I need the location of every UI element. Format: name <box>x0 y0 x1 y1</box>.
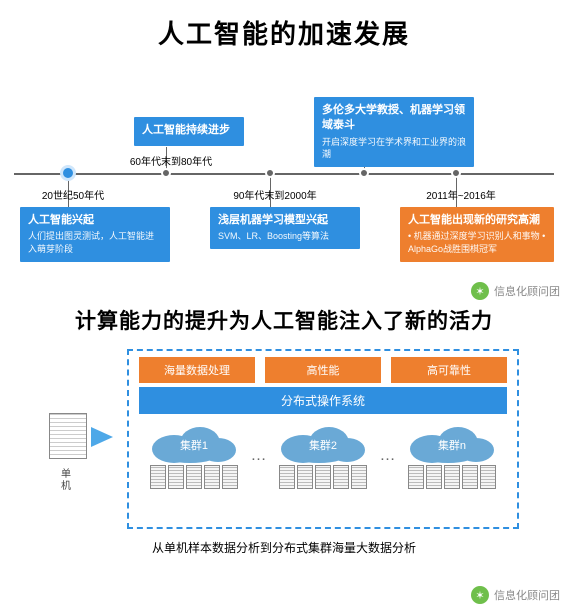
rack-icon <box>444 465 460 489</box>
single-machine-label: 单机 <box>61 469 75 493</box>
racks <box>397 465 507 489</box>
rack-icon <box>315 465 331 489</box>
ellipsis-icon: … <box>251 447 267 465</box>
feature-pill: 海量数据处理 <box>139 357 255 383</box>
arrow-icon <box>91 427 113 447</box>
box-body: SVM、LR、Boosting等算法 <box>218 230 352 243</box>
cluster-unit: 集群n <box>397 423 507 489</box>
rack-icon <box>351 465 367 489</box>
watermark-2: ✶ 信息化顾问团 <box>471 586 560 604</box>
timeline-dot <box>359 168 369 178</box>
racks <box>268 465 378 489</box>
ellipsis-icon: … <box>380 447 396 465</box>
timeline-box: 人工智能兴起人们提出图灵测试，人工智能进入萌芽阶段 <box>20 207 170 262</box>
rack-icon <box>204 465 220 489</box>
timeline-dot <box>161 168 171 178</box>
section1-title: 人工智能的加速发展 <box>0 0 568 61</box>
rack-icon <box>168 465 184 489</box>
cloud-icon: 集群n <box>397 423 507 463</box>
wechat-icon: ✶ <box>471 586 489 604</box>
cluster-label: 集群2 <box>268 437 378 453</box>
rack-icon <box>462 465 478 489</box>
timeline-box: 多伦多大学教授、机器学习领域泰斗开启深度学习在学术界和工业界的浪潮 <box>314 97 474 167</box>
feature-pills: 海量数据处理高性能高可靠性 <box>139 357 507 383</box>
box-title: 人工智能兴起 <box>28 213 162 228</box>
timeline-date: 60年代末到80年代 <box>126 153 216 168</box>
timeline-date: 20世纪50年代 <box>28 187 118 202</box>
box-title: 人工智能持续进步 <box>142 123 236 138</box>
timeline-box: 浅层机器学习模型兴起 SVM、LR、Boosting等算法 <box>210 207 360 249</box>
rack-icon <box>222 465 238 489</box>
rack-icon <box>150 465 166 489</box>
box-body: 开启深度学习在学术界和工业界的浪潮 <box>322 136 466 161</box>
cluster-label: 集群1 <box>139 437 249 453</box>
rack-icon <box>408 465 424 489</box>
rack-icon <box>333 465 349 489</box>
racks <box>139 465 249 489</box>
box-body: 人们提出图灵测试，人工智能进入萌芽阶段 <box>28 230 162 255</box>
watermark-text: 信息化顾问团 <box>494 283 560 299</box>
rack-icon <box>279 465 295 489</box>
timeline-dot <box>265 168 275 178</box>
box-title: 人工智能出现新的研究高潮 <box>408 213 546 228</box>
wechat-icon: ✶ <box>471 282 489 300</box>
timeline-date: 90年代末到2000年 <box>230 187 320 202</box>
cluster-label: 集群n <box>397 437 507 453</box>
cluster-unit: 集群2 <box>268 423 378 489</box>
timeline-dot <box>60 165 76 181</box>
watermark-text: 信息化顾问团 <box>494 587 560 603</box>
feature-pill: 高性能 <box>265 357 381 383</box>
rack-icon <box>426 465 442 489</box>
cluster-unit: 集群1 <box>139 423 249 489</box>
timeline-box: 人工智能持续进步 <box>134 117 244 146</box>
feature-pill: 高可靠性 <box>391 357 507 383</box>
caption: 从单机样本数据分析到分布式集群海量大数据分析 <box>0 539 568 556</box>
clusters-row: 集群1…集群2…集群n <box>139 423 507 489</box>
section2-title: 计算能力的提升为人工智能注入了新的活力 <box>0 305 568 335</box>
rack-icon <box>186 465 202 489</box>
timeline-axis <box>14 173 554 175</box>
infrastructure-diagram: 单机 海量数据处理高性能高可靠性 分布式操作系统 集群1…集群2…集群n <box>49 349 519 529</box>
cloud-icon: 集群2 <box>268 423 378 463</box>
watermark-1: ✶ 信息化顾问团 <box>471 282 560 300</box>
rack-icon <box>297 465 313 489</box>
cloud-icon: 集群1 <box>139 423 249 463</box>
timeline: 20世纪50年代人工智能兴起人们提出图灵测试，人工智能进入萌芽阶段 60年代末到8… <box>14 61 554 291</box>
timeline-dot <box>451 168 461 178</box>
rack-icon <box>480 465 496 489</box>
os-bar: 分布式操作系统 <box>139 387 507 414</box>
timeline-date: 2011年~2016年 <box>416 187 506 202</box>
box-title: 浅层机器学习模型兴起 <box>218 213 352 228</box>
box-title: 多伦多大学教授、机器学习领域泰斗 <box>322 103 466 134</box>
timeline-box: 人工智能出现新的研究高潮 • 机器通过深度学习识别人和事物 • AlphaGo战胜… <box>400 207 554 262</box>
box-body: • 机器通过深度学习识别人和事物 • AlphaGo战胜围棋冠军 <box>408 230 546 255</box>
cluster-area: 海量数据处理高性能高可靠性 分布式操作系统 集群1…集群2…集群n <box>127 349 519 529</box>
